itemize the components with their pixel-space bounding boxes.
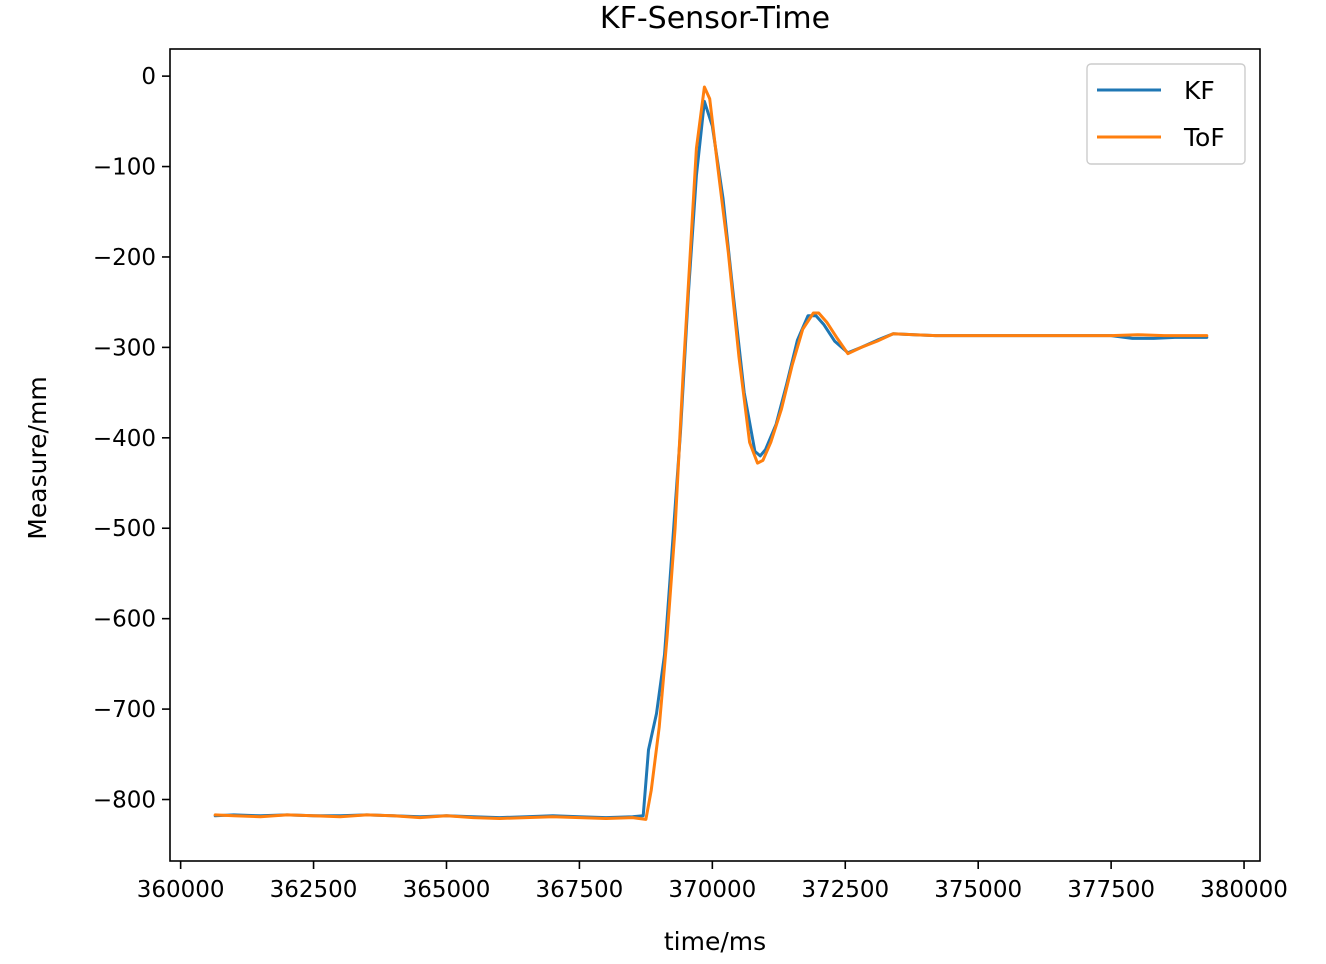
y-tick-label: −800	[93, 788, 156, 814]
x-tick-label: 377500	[1067, 877, 1155, 903]
y-axis-label: Measure/mm	[23, 376, 52, 539]
y-tick-label: −500	[93, 516, 156, 542]
y-tick-label: 0	[141, 64, 156, 90]
y-tick-label: −400	[93, 426, 156, 452]
series-line-tof	[213, 85, 1209, 821]
x-tick-label: 380000	[1200, 877, 1288, 903]
x-tick-label: 365000	[403, 877, 491, 903]
plot-frame	[169, 48, 1261, 862]
legend-label-tof: ToF	[1183, 123, 1225, 152]
x-tick-label: 372500	[801, 877, 889, 903]
x-tick-label: 362500	[270, 877, 358, 903]
x-tick-label: 375000	[934, 877, 1022, 903]
x-axis-label: time/ms	[664, 927, 766, 956]
legend: KF ToF	[1086, 63, 1246, 165]
series-layer	[213, 85, 1209, 821]
x-axis: 360000 362500 365000 367500 370000 372500 3750…	[137, 861, 1288, 903]
y-tick-label: −600	[93, 607, 156, 633]
y-tick-label: −200	[93, 245, 156, 271]
x-tick-label: 360000	[137, 877, 225, 903]
y-tick-label: −100	[93, 155, 156, 181]
x-tick-label: 367500	[536, 877, 624, 903]
y-tick-label: −300	[93, 335, 156, 361]
x-tick-label: 370000	[668, 877, 756, 903]
y-axis: 0 −100 −200 −300 −400 −500 −600 −700 −800	[93, 64, 170, 814]
chart-title: KF-Sensor-Time	[600, 1, 830, 36]
y-tick-label: −700	[93, 697, 156, 723]
legend-label-kf: KF	[1184, 76, 1215, 105]
